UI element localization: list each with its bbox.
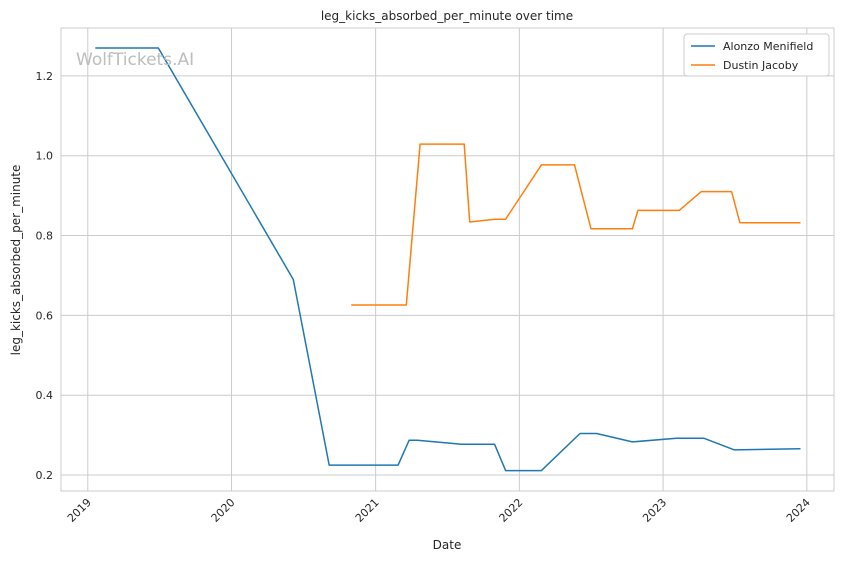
legend: Alonzo Menifield Dustin Jacoby <box>683 33 830 77</box>
grid <box>61 28 834 491</box>
plot-frame <box>60 27 835 492</box>
x-tick-label: 2019 <box>65 496 94 525</box>
x-axis-label: Date <box>433 538 462 552</box>
series-line-0 <box>95 47 801 472</box>
legend-label-alonzo: Alonzo Menifield <box>723 40 813 53</box>
y-tick-label: 1.0 <box>36 150 54 163</box>
chart-title: leg_kicks_absorbed_per_minute over time <box>321 9 573 23</box>
y-tick-label: 0.4 <box>36 389 54 402</box>
x-tick-label: 2020 <box>209 496 238 525</box>
y-tick-label: 0.8 <box>36 230 54 243</box>
legend-label-jacoby: Dustin Jacoby <box>723 59 799 72</box>
y-tick-label: 0.6 <box>36 309 54 322</box>
y-tick-label: 0.2 <box>36 469 54 482</box>
watermark: WolfTickets.AI <box>76 50 194 70</box>
y-tick-labels: 0.2 0.4 0.6 0.8 1.0 1.2 <box>36 70 54 482</box>
y-tick-label: 1.2 <box>36 70 54 83</box>
x-tick-label: 2021 <box>353 496 382 525</box>
x-tick-labels: 2019 2020 2021 2022 2023 2024 <box>65 496 813 525</box>
x-tick-label: 2024 <box>784 496 813 525</box>
y-axis-label: leg_kicks_absorbed_per_minute <box>9 165 23 356</box>
series-line-1 <box>351 143 801 306</box>
legend-box <box>683 33 830 77</box>
x-tick-label: 2023 <box>640 496 669 525</box>
series-layer <box>95 47 801 472</box>
x-tick-label: 2022 <box>496 496 525 525</box>
